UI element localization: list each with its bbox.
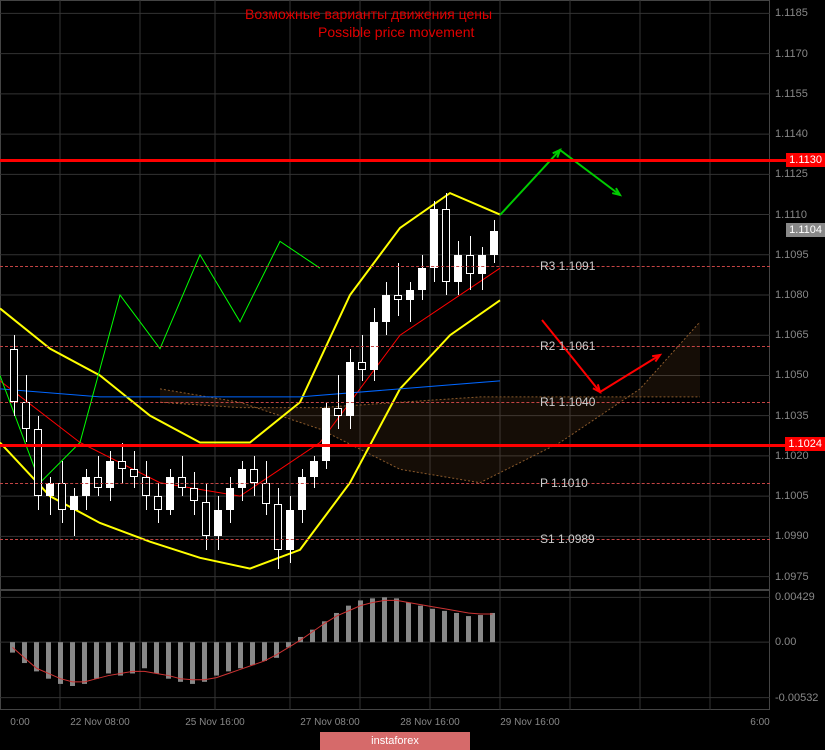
macd-tick-label: 0.00429 xyxy=(775,591,815,603)
title-line-2: Possible price movement xyxy=(318,24,474,40)
y-tick-label: 1.1155 xyxy=(775,88,808,100)
y-tick-label: 1.1005 xyxy=(775,490,809,502)
pivot-line xyxy=(0,346,770,347)
macd-tick-label: -0.00532 xyxy=(775,692,818,704)
y-tick-label: 1.1125 xyxy=(775,168,808,180)
current-price-badge: 1.1104 xyxy=(786,223,825,237)
sr-price-badge: 1.1130 xyxy=(786,153,825,167)
y-tick-label: 1.1020 xyxy=(775,450,809,462)
y-tick-label: 1.1095 xyxy=(775,249,809,261)
x-tick-label: 25 Nov 16:00 xyxy=(185,717,245,728)
pivot-level-label: R2 1.1061 xyxy=(540,339,595,353)
pivot-level-label: P 1.1010 xyxy=(540,476,588,490)
pivot-line xyxy=(0,539,770,540)
y-tick-label: 1.1170 xyxy=(775,48,808,60)
y-tick-label: 1.1035 xyxy=(775,410,809,422)
x-tick-label: 22 Nov 08:00 xyxy=(70,717,130,728)
pivot-line xyxy=(0,402,770,403)
macd-chart xyxy=(0,590,770,710)
chart-container: 1.11301.10241.1104 1.09751.09901.10051.1… xyxy=(0,0,825,750)
x-tick-label: 29 Nov 16:00 xyxy=(500,717,560,728)
x-tick-label: 28 Nov 16:00 xyxy=(400,717,460,728)
y-tick-label: 1.1140 xyxy=(775,128,808,140)
y-tick-label: 1.1065 xyxy=(775,329,809,341)
y-tick-label: 1.0990 xyxy=(775,530,809,542)
pivot-level-label: R1 1.1040 xyxy=(540,395,595,409)
sr-line xyxy=(0,159,825,162)
pivot-level-label: R3 1.1091 xyxy=(540,259,595,273)
y-tick-label: 1.1050 xyxy=(775,369,809,381)
y-tick-label: 1.0975 xyxy=(775,571,809,583)
macd-tick-label: 0.00 xyxy=(775,636,796,648)
sr-line xyxy=(0,444,825,447)
forecast-arrows xyxy=(0,0,770,590)
pivot-line xyxy=(0,266,770,267)
y-tick-label: 1.1080 xyxy=(775,289,809,301)
pivot-line xyxy=(0,483,770,484)
pivot-level-label: S1 1.0989 xyxy=(540,532,595,546)
x-tick-label: 0:00 xyxy=(10,717,29,728)
y-tick-label: 1.1110 xyxy=(775,209,807,221)
x-tick-label: 6:00 xyxy=(750,717,769,728)
x-tick-label: 27 Nov 08:00 xyxy=(300,717,360,728)
watermark: instaforex xyxy=(320,732,470,750)
y-tick-label: 1.1185 xyxy=(775,7,808,19)
title-line-1: Возможные варианты движения цены xyxy=(245,6,492,22)
